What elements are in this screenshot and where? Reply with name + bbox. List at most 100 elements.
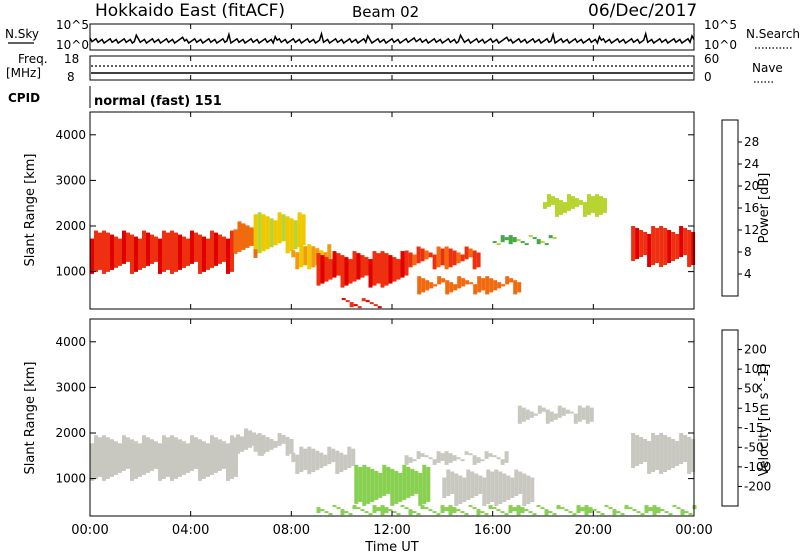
heatmap-cell <box>536 505 541 508</box>
heatmap-cell <box>424 455 429 458</box>
heatmap-cell <box>644 505 649 514</box>
heatmap-cell <box>547 194 551 207</box>
heatmap-cell <box>178 234 182 270</box>
heatmap-cell <box>484 513 489 516</box>
heatmap-cell <box>643 232 648 255</box>
heatmap-cell <box>237 221 242 252</box>
heatmap-cell <box>476 252 481 268</box>
heatmap-cell <box>585 405 590 424</box>
heatmap-cell <box>481 278 486 291</box>
heatmap-cell <box>485 276 490 295</box>
heatmap-cell <box>414 470 419 494</box>
heatmap-cell <box>98 232 102 270</box>
heatmap-cell <box>442 477 447 498</box>
heatmap-cell <box>162 230 166 272</box>
heatmap-cell <box>410 468 415 496</box>
heatmap-cell <box>281 214 286 242</box>
heatmap-cell <box>565 409 570 414</box>
heatmap-cell <box>628 507 633 510</box>
heatmap-cell <box>340 255 345 288</box>
heatmap-cell <box>90 443 94 481</box>
heatmap-cell <box>456 252 461 264</box>
heatmap-cell <box>417 276 422 295</box>
heatmap-cell <box>420 453 425 457</box>
heatmap-cell <box>683 228 688 255</box>
heatmap-cell <box>394 470 399 504</box>
y-tick-label: 4000 <box>55 335 86 349</box>
heatmap-cell <box>587 194 591 215</box>
heatmap-cell <box>474 473 479 496</box>
heatmap-cell <box>400 251 405 278</box>
heatmap-cell <box>502 473 507 502</box>
heatmap-cell <box>448 248 453 268</box>
velocity-y-label: Slant Range [km] <box>23 362 38 475</box>
heatmap-cell <box>468 505 473 508</box>
heatmap-cell <box>360 509 365 512</box>
heatmap-cell <box>504 451 509 463</box>
heatmap-cell <box>691 439 696 472</box>
heatmap-cell <box>584 505 589 516</box>
colorbar-tick-label: 20 <box>744 179 759 193</box>
heatmap-cell <box>138 238 142 270</box>
heatmap-cell <box>162 435 166 479</box>
heatmap-cell <box>146 437 150 473</box>
heatmap-cell <box>589 407 594 422</box>
heatmap-cell <box>505 276 510 285</box>
x-tick-label: 04:00 <box>172 523 209 538</box>
heatmap-cell <box>465 280 470 285</box>
heatmap-cell <box>299 446 304 473</box>
heatmap-cell <box>230 230 234 272</box>
heatmap-cell <box>404 455 409 465</box>
heatmap-cell <box>548 235 553 239</box>
heatmap-cell <box>222 236 226 262</box>
heatmap-cell <box>469 282 474 285</box>
power-colorbar-label: Power [dB] <box>757 173 772 244</box>
heatmap-cell <box>500 511 505 514</box>
freq-label-2: [MHz] <box>6 66 41 80</box>
heatmap-cell <box>428 457 433 460</box>
heatmap-cell <box>441 278 446 283</box>
heatmap-cell <box>429 282 434 289</box>
heatmap-cell <box>118 238 122 266</box>
heatmap-cell <box>358 466 363 502</box>
heatmap-cell <box>513 280 518 295</box>
heatmap-cell <box>170 230 174 274</box>
heatmap-cell <box>464 513 469 516</box>
heatmap-cell <box>551 196 555 205</box>
heatmap-cell <box>440 453 445 461</box>
heatmap-cell <box>281 435 286 444</box>
heatmap-cell <box>364 511 369 514</box>
noise-trace <box>89 30 695 45</box>
heatmap-cell <box>412 511 417 514</box>
heatmap-cell <box>384 253 389 286</box>
heatmap-cell <box>285 437 290 456</box>
velocity-colorbar-label: Velocity [m s^-1] <box>757 364 772 477</box>
heatmap-cell <box>652 505 657 516</box>
heatmap-cell <box>567 194 571 211</box>
heatmap-cell <box>631 433 636 468</box>
colorbar-tick-label: 24 <box>744 157 759 171</box>
heatmap-cell <box>214 437 218 473</box>
heatmap-cell <box>445 280 450 295</box>
noise-right-tick-bottom: 10^0 <box>704 38 737 52</box>
heatmap-cell <box>404 250 409 270</box>
heatmap-cell <box>354 464 359 504</box>
heatmap-cell <box>257 212 262 254</box>
heatmap-cell <box>416 246 421 264</box>
freq-tick-bottom: 8 <box>67 70 75 84</box>
heatmap-cell <box>408 252 413 268</box>
heatmap-cell <box>134 441 138 479</box>
heatmap-cell <box>122 435 126 471</box>
heatmap-cell <box>265 437 270 452</box>
heatmap-cell <box>643 439 648 462</box>
heatmap-cell <box>158 238 162 274</box>
x-tick-label: 12:00 <box>373 523 410 538</box>
heatmap-cell <box>536 239 541 245</box>
freq-label-1: Freq. <box>18 52 48 66</box>
heatmap-cell <box>544 509 549 516</box>
heatmap-cell <box>428 509 433 512</box>
heatmap-cell <box>134 236 138 272</box>
heatmap-cell <box>476 509 481 516</box>
heatmap-cell <box>687 437 692 474</box>
heatmap-cell <box>651 226 656 265</box>
